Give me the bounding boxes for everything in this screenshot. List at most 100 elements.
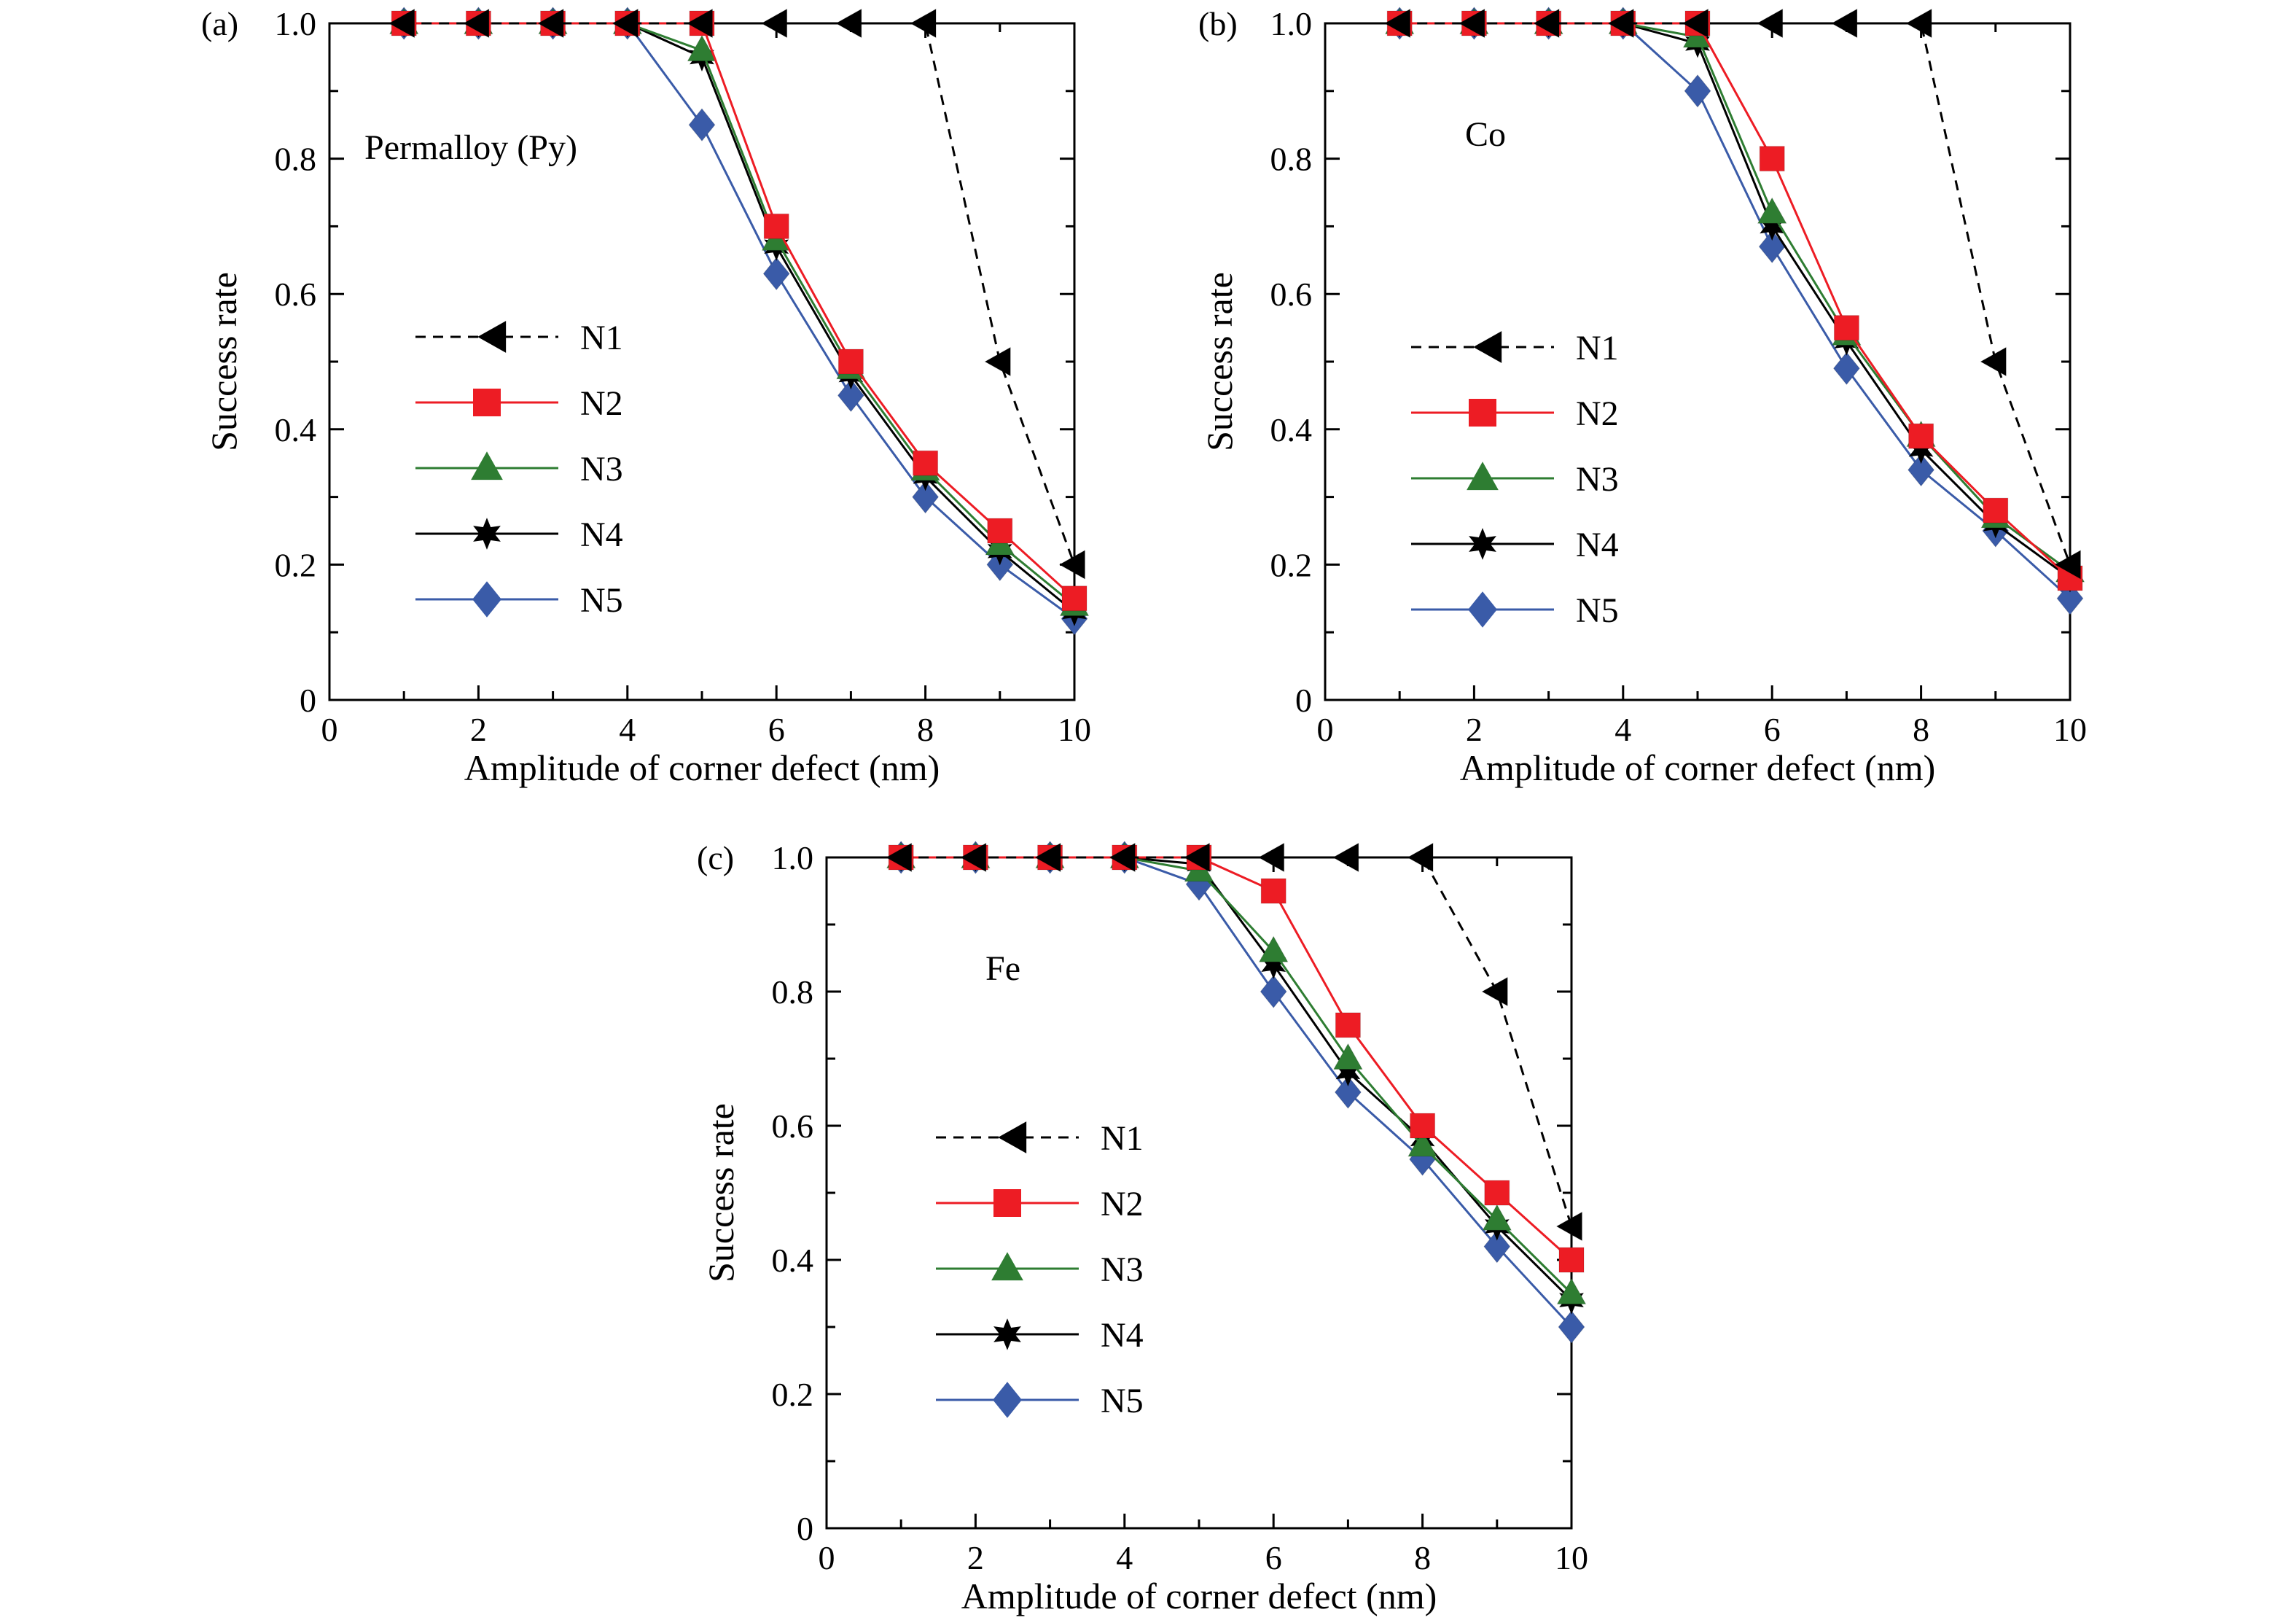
data-point-n1 <box>835 8 862 39</box>
legend-label-n4: N4 <box>1101 1316 1144 1355</box>
series-line-n5 <box>1399 22 2072 599</box>
data-point-n1 <box>1034 842 1061 873</box>
legend-marker-n1 <box>998 1121 1027 1153</box>
legend-marker-n2 <box>993 1189 1021 1217</box>
legend-label-n2: N2 <box>1576 394 1619 433</box>
data-point-n5 <box>762 257 790 291</box>
data-point-n1 <box>1458 8 1485 39</box>
data-point-n2 <box>1983 497 2009 524</box>
x-tick-label: 0 <box>321 711 338 748</box>
data-point-n2 <box>1833 315 1859 341</box>
legend-marker-n5 <box>993 1382 1022 1418</box>
y-axis-title: Success rate <box>203 272 244 451</box>
series-line-n5 <box>901 856 1573 1328</box>
legend-label-n1: N1 <box>580 319 623 357</box>
data-point-n1 <box>1257 842 1285 873</box>
data-point-n5 <box>1334 1075 1362 1109</box>
data-point-n5 <box>912 480 940 514</box>
y-tick-label: 1.0 <box>275 5 317 42</box>
data-point-n1 <box>1332 842 1359 873</box>
data-point-n1 <box>537 8 564 39</box>
y-tick-label: 0.2 <box>275 546 317 583</box>
legend-marker-n3 <box>991 1252 1023 1281</box>
y-tick-label: 0.4 <box>275 411 317 448</box>
legend-marker-n4 <box>1469 528 1496 560</box>
data-point-n5 <box>1483 1229 1511 1264</box>
y-tick-label: 0.8 <box>772 973 814 1011</box>
data-point-n1 <box>885 842 913 873</box>
plot-frame <box>825 856 1573 1530</box>
plot-frame <box>1324 22 2072 701</box>
data-point-n1 <box>1407 842 1434 873</box>
y-tick-label: 0.4 <box>772 1242 814 1279</box>
legend-label-n1: N1 <box>1576 329 1619 367</box>
legend-label-n1: N1 <box>1101 1119 1144 1158</box>
data-point-n4 <box>1760 211 1785 241</box>
series-line-n4 <box>1399 22 2071 580</box>
panel-label: (b) <box>1198 5 1238 42</box>
y-tick-label: 0 <box>300 682 316 719</box>
y-axis-title: Success rate <box>700 1103 741 1283</box>
data-point-n1 <box>462 8 490 39</box>
y-tick-label: 0.8 <box>1270 141 1313 178</box>
legend-label-n3: N3 <box>1101 1250 1144 1289</box>
data-point-n1 <box>1109 842 1136 873</box>
series-line-n4 <box>901 856 1573 1301</box>
x-tick-label: 10 <box>1058 711 1091 748</box>
data-point-n2 <box>1410 1113 1436 1139</box>
data-point-n1 <box>2054 549 2081 580</box>
x-tick-label: 6 <box>1764 711 1781 748</box>
chart-panel-a: 0 2 4 6 8 10 0 0.2 0.4 0.6 0.8 1.0 Amplitude of corn… <box>201 5 1091 788</box>
legend-label-n4: N4 <box>1576 526 1619 564</box>
data-point-n2 <box>837 349 864 375</box>
x-tick-label: 4 <box>619 711 636 748</box>
data-point-n2 <box>1558 1247 1585 1273</box>
legend-label-n3: N3 <box>580 450 623 489</box>
data-point-n1 <box>686 8 713 39</box>
y-tick-label: 0 <box>797 1510 813 1547</box>
x-tick-label: 6 <box>1265 1539 1282 1576</box>
series-line-n3 <box>1399 22 2071 572</box>
data-point-n1 <box>388 8 415 39</box>
series-line-n1 <box>1399 22 2072 565</box>
x-tick-label: 2 <box>1466 711 1483 748</box>
data-point-n1 <box>1555 1211 1582 1242</box>
x-tick-label: 10 <box>1555 1539 1588 1576</box>
data-point-n5 <box>1832 351 1860 386</box>
data-point-n3 <box>687 34 717 62</box>
material-label: Permalloy (Py) <box>364 128 577 167</box>
data-point-n5 <box>1260 975 1287 1008</box>
data-point-n2 <box>1759 146 1785 172</box>
x-axis-title: Amplitude of corner defect (nm) <box>464 747 940 788</box>
panel-label: (c) <box>697 839 734 876</box>
legend-marker-n5 <box>1468 591 1497 628</box>
series-line-n2 <box>1399 22 2072 580</box>
x-tick-label: 8 <box>1913 711 1929 748</box>
x-tick-label: 8 <box>917 711 934 748</box>
data-point-n2 <box>1335 1012 1361 1038</box>
legend-marker-n4 <box>473 518 501 550</box>
data-point-n1 <box>1607 8 1634 39</box>
y-axis-title: Success rate <box>1199 272 1240 451</box>
y-tick-label: 1.0 <box>772 839 814 876</box>
y-tick-label: 0.6 <box>275 276 317 313</box>
x-tick-label: 0 <box>1317 711 1334 748</box>
data-point-n1 <box>1905 8 1932 39</box>
data-point-n2 <box>1908 423 1934 449</box>
data-point-n5 <box>688 108 716 142</box>
legend-label-n4: N4 <box>580 515 623 554</box>
x-tick-label: 10 <box>2053 711 2087 748</box>
x-axis-title: Amplitude of corner defect (nm) <box>961 1576 1437 1616</box>
legend-label-n5: N5 <box>580 581 623 620</box>
y-tick-label: 0.2 <box>772 1376 814 1413</box>
data-point-n4 <box>1335 1057 1361 1086</box>
data-point-n4 <box>1908 435 1934 464</box>
legend-label-n5: N5 <box>1101 1382 1144 1420</box>
series-line-n3 <box>404 22 1075 607</box>
chart-panel-b: 0 2 4 6 8 10 0 0.2 0.4 0.6 0.8 1.0 Amplitude of corn… <box>1198 5 2087 788</box>
legend-marker-n3 <box>1467 462 1499 491</box>
data-point-n3 <box>1482 1204 1512 1231</box>
data-point-n2 <box>913 450 939 476</box>
data-point-n1 <box>984 346 1011 377</box>
legend-marker-n4 <box>993 1318 1021 1350</box>
